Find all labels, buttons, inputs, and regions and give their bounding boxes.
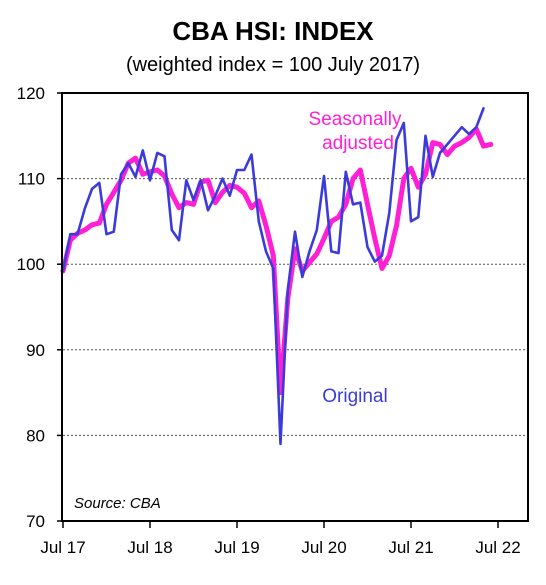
y-tick-label-120: 120 [17, 84, 45, 103]
annotation-original: Original [322, 386, 387, 407]
series-line-seasonally-adjusted [60, 126, 494, 396]
chart-subtitle: (weighted index = 100 July 2017) [126, 54, 420, 76]
y-tick-label-110: 110 [18, 170, 45, 189]
y-tick-label-90: 90 [26, 341, 45, 360]
x-tick-label-2019-07: Jul 19 [214, 538, 259, 557]
y-axis-ticks: 70 80 90 100 110 120 [17, 84, 63, 531]
series-lines [60, 107, 494, 446]
annotation-adjusted: adjusted [322, 133, 394, 154]
x-tick-label-2021-07: Jul 21 [388, 538, 433, 557]
x-axis-ticks: Jul 17 Jul 18 Jul 19 Jul 20 Jul 21 Jul 22 [40, 521, 521, 557]
x-tick-label-2017-07: Jul 17 [40, 538, 85, 557]
plot-frame [61, 92, 529, 522]
y-tick-label-100: 100 [17, 255, 45, 274]
source-note: Source: CBA [74, 495, 161, 512]
y-tick-label-80: 80 [26, 426, 45, 445]
y-tick-label-70: 70 [26, 512, 45, 531]
annotation-seasonally: Seasonally [309, 109, 402, 130]
chart-title: CBA HSI: INDEX [172, 16, 374, 46]
x-tick-label-2018-07: Jul 18 [127, 538, 172, 557]
x-tick-label-2022-07: Jul 22 [475, 538, 520, 557]
x-tick-label-2020-07: Jul 20 [301, 538, 346, 557]
gridlines [63, 178, 527, 436]
series-line-original [61, 107, 485, 446]
